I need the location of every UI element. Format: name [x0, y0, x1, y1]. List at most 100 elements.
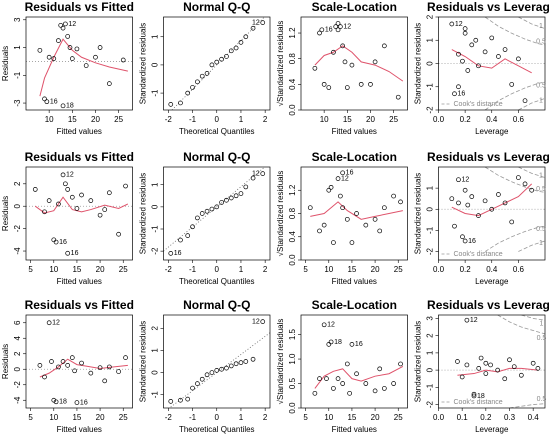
point — [37, 47, 43, 53]
smooth-line — [39, 38, 128, 97]
y-axis-label: Standardized residuals — [139, 321, 148, 402]
point — [321, 81, 327, 87]
point — [335, 376, 341, 381]
panel: Residuals vs Leverage Leverage Standardize… — [414, 150, 550, 286]
point — [471, 391, 477, 397]
x-tick-label: 0.3 — [504, 413, 516, 422]
point — [358, 81, 364, 87]
point — [335, 27, 341, 33]
point — [65, 187, 71, 192]
point — [63, 21, 68, 27]
panel-title: Scale-Location — [312, 0, 397, 14]
point — [97, 212, 103, 218]
point — [199, 376, 205, 382]
point-label: 16 — [468, 238, 476, 245]
y-tick-label: 1 — [426, 185, 435, 190]
point — [250, 175, 256, 181]
x-axis-label: Fitted values — [57, 127, 102, 136]
point — [178, 237, 183, 243]
point — [219, 200, 224, 205]
plot-frame — [300, 314, 408, 409]
plot-area — [171, 17, 265, 110]
y-tick-label: 2 — [426, 333, 435, 338]
point — [455, 359, 460, 364]
point — [462, 26, 468, 31]
point — [185, 233, 191, 238]
point — [340, 43, 346, 49]
point — [507, 357, 512, 363]
point — [102, 378, 108, 384]
y-tick-label: -2 — [13, 225, 22, 233]
point — [482, 49, 488, 55]
point — [79, 360, 84, 366]
x-tick-label: 0.0 — [433, 413, 445, 422]
y-axis-label: √Standardized residuals — [276, 171, 285, 257]
qq-line — [171, 17, 265, 110]
x-tick-label: 0 — [215, 115, 220, 124]
y-tick-label: 0.4 — [288, 78, 297, 90]
point-label: 12 — [455, 21, 463, 28]
plot-area — [438, 167, 545, 252]
y-tick-label: 0 — [151, 204, 160, 209]
x-tick-label: 0.6 — [513, 115, 525, 124]
point — [349, 62, 355, 68]
point — [529, 187, 535, 193]
point — [469, 42, 475, 48]
x-axis-label: Theoretical Quantiles — [179, 425, 255, 434]
smooth-line — [314, 365, 404, 389]
plot-area — [314, 365, 404, 389]
point — [462, 30, 468, 36]
point — [328, 339, 334, 345]
point — [69, 194, 75, 200]
plot-area — [438, 17, 545, 110]
point — [228, 48, 234, 54]
cooks-label: 1 — [539, 98, 543, 105]
point — [178, 397, 183, 403]
point — [464, 317, 470, 323]
y-tick-label: -4 — [13, 247, 22, 255]
point — [449, 196, 455, 202]
y-tick-label: 3 — [426, 316, 435, 321]
point — [209, 206, 215, 212]
point — [116, 369, 121, 374]
y-axis-label: Residuals — [1, 46, 10, 81]
point — [456, 200, 461, 206]
plot-area — [438, 315, 545, 408]
point — [398, 361, 403, 367]
panel: Residuals vs Fitted Fitted values Residual… — [1, 0, 134, 136]
point — [238, 191, 244, 196]
x-tick-label: 0.2 — [460, 115, 472, 124]
cooks-contour — [484, 167, 545, 193]
x-tick-label: 25 — [114, 115, 123, 124]
point — [53, 399, 59, 405]
cooks-label: 1 — [539, 172, 543, 179]
plot-frame — [25, 166, 133, 261]
plot-frame — [438, 16, 546, 111]
y-axis-label: Standardized residuals — [139, 23, 148, 104]
point — [214, 59, 220, 65]
panel: Residuals vs Leverage Leverage Standardize… — [414, 298, 550, 434]
point — [69, 355, 75, 360]
point — [190, 85, 195, 90]
y-tick-label: -1 — [426, 83, 435, 91]
point — [483, 360, 489, 366]
point-label: 18 — [59, 399, 67, 406]
x-tick-label: 1 — [239, 265, 244, 274]
panel: Residuals vs Fitted Fitted values Residual… — [1, 298, 134, 434]
x-tick-label: 15 — [343, 115, 352, 124]
point — [69, 56, 75, 61]
cooks-label: 0.5 — [536, 82, 546, 89]
x-tick-label: 25 — [394, 265, 403, 274]
point — [116, 231, 121, 237]
y-tick-label: -1 — [426, 383, 435, 391]
point — [459, 374, 465, 380]
x-axis-label: Theoretical Quantiles — [179, 277, 255, 286]
x-tick-label: 10 — [320, 115, 329, 124]
point — [60, 359, 66, 364]
point — [204, 71, 210, 76]
point — [250, 25, 256, 31]
x-tick-label: 10 — [45, 115, 54, 124]
point — [42, 96, 47, 102]
y-axis-label: √Standardized residuals — [276, 319, 285, 405]
